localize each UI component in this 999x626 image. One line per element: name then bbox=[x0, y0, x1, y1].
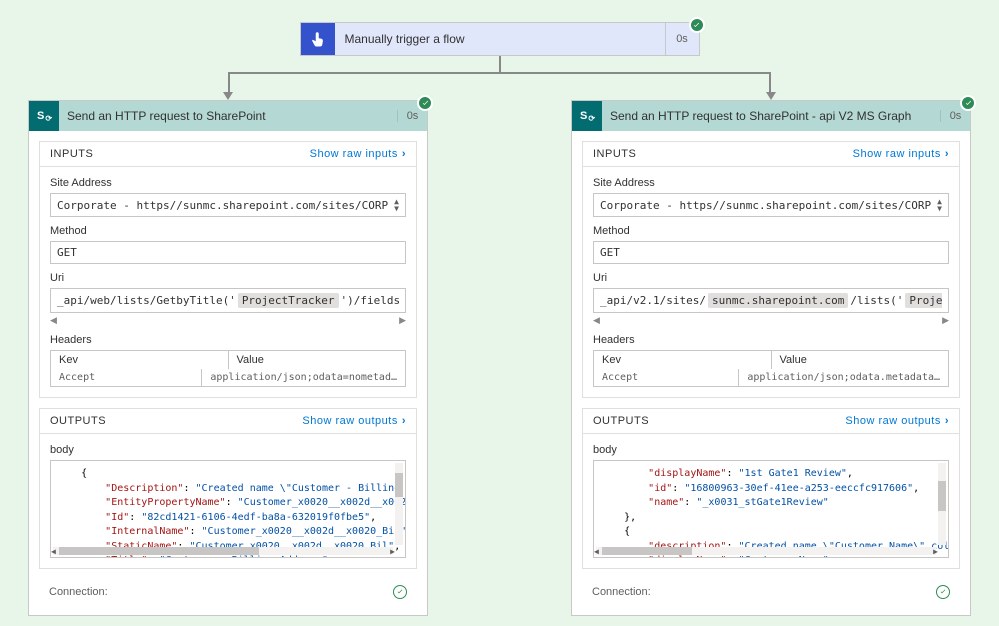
headers-value-row: Accept application/json;odata=nometad… bbox=[50, 369, 406, 387]
method-label: Method bbox=[593, 225, 949, 237]
touch-icon bbox=[301, 23, 335, 55]
json-output[interactable]: "displayName": "1st Gate1 Review", "id":… bbox=[593, 460, 949, 558]
sharepoint-icon: S⟳ bbox=[572, 101, 602, 131]
card-duration: 0s bbox=[397, 110, 427, 122]
dynamic-content-pill[interactable]: ProjectTracker bbox=[905, 293, 942, 308]
show-raw-inputs-link[interactable]: Show raw inputs › bbox=[853, 148, 949, 160]
card-duration: 0s bbox=[940, 110, 970, 122]
method-field[interactable]: GET bbox=[593, 241, 949, 264]
inputs-panel: INPUTS Show raw inputs › Site Address Co… bbox=[582, 141, 960, 398]
kv-key: Accept bbox=[51, 369, 202, 386]
stepper-icon[interactable]: ▲▼ bbox=[394, 198, 399, 212]
connection-label: Connection: bbox=[592, 586, 651, 598]
uri-field[interactable]: _api/v2.1/sites/sunmc.sharepoint.com/lis… bbox=[593, 288, 949, 313]
scroll-left-icon[interactable]: ◀ bbox=[50, 315, 57, 326]
show-raw-inputs-link[interactable]: Show raw inputs › bbox=[310, 148, 406, 160]
body-label: body bbox=[50, 444, 406, 456]
outputs-panel: OUTPUTS Show raw outputs › body "display… bbox=[582, 408, 960, 569]
sharepoint-icon: S⟳ bbox=[29, 101, 59, 131]
headers-header-row: Kev Value bbox=[50, 350, 406, 369]
card-header[interactable]: S⟳ Send an HTTP request to SharePoint - … bbox=[572, 101, 970, 131]
outputs-label: OUTPUTS bbox=[593, 415, 649, 427]
method-field[interactable]: GET bbox=[50, 241, 406, 264]
headers-label: Headers bbox=[593, 334, 949, 346]
connection-row: Connection: bbox=[39, 579, 417, 605]
kv-key: Accept bbox=[594, 369, 739, 386]
json-output[interactable]: { "Description": "Created name \"Custome… bbox=[50, 460, 406, 558]
card-header[interactable]: S⟳ Send an HTTP request to SharePoint 0s bbox=[29, 101, 427, 131]
site-address-field[interactable]: Corporate - https//sunmc.sharepoint.com/… bbox=[593, 193, 949, 217]
vertical-scrollbar[interactable] bbox=[395, 463, 403, 545]
success-icon bbox=[960, 95, 976, 111]
site-address-label: Site Address bbox=[593, 177, 949, 189]
chevron-right-icon: › bbox=[402, 415, 406, 427]
outputs-label: OUTPUTS bbox=[50, 415, 106, 427]
uri-label: Uri bbox=[50, 272, 406, 284]
connector-line bbox=[228, 72, 230, 94]
kv-value-header: Value bbox=[772, 351, 949, 369]
kv-value: application/json;odata.metadata… bbox=[739, 369, 948, 386]
kv-value: application/json;odata=nometad… bbox=[202, 369, 405, 386]
arrow-icon bbox=[223, 92, 233, 100]
headers-header-row: Kev Value bbox=[593, 350, 949, 369]
trigger-card[interactable]: Manually trigger a flow 0s bbox=[300, 22, 700, 56]
show-raw-outputs-link[interactable]: Show raw outputs › bbox=[302, 415, 406, 427]
kv-key-header: Kev bbox=[594, 351, 772, 369]
connection-ok-icon bbox=[393, 585, 407, 599]
headers-label: Headers bbox=[50, 334, 406, 346]
kv-value-header: Value bbox=[229, 351, 406, 369]
scroll-right-icon[interactable]: ▶ bbox=[942, 315, 949, 326]
uri-field[interactable]: _api/web/lists/GetbyTitle('ProjectTracke… bbox=[50, 288, 406, 313]
dynamic-content-pill[interactable]: ProjectTracker bbox=[238, 293, 339, 308]
stepper-icon[interactable]: ▲▼ bbox=[937, 198, 942, 212]
connector-line bbox=[769, 72, 771, 94]
success-icon bbox=[417, 95, 433, 111]
connection-ok-icon bbox=[936, 585, 950, 599]
chevron-right-icon: › bbox=[945, 415, 949, 427]
card-title: Send an HTTP request to SharePoint bbox=[59, 109, 397, 123]
arrow-icon bbox=[766, 92, 776, 100]
connector-line bbox=[228, 72, 771, 74]
scroll-right-icon[interactable]: ▶ bbox=[399, 315, 406, 326]
trigger-title: Manually trigger a flow bbox=[335, 23, 665, 55]
action-card: S⟳ Send an HTTP request to SharePoint 0s… bbox=[28, 100, 428, 616]
inputs-label: INPUTS bbox=[50, 148, 93, 160]
inputs-panel: INPUTS Show raw inputs › Site Address Co… bbox=[39, 141, 417, 398]
chevron-right-icon: › bbox=[945, 148, 949, 160]
site-address-label: Site Address bbox=[50, 177, 406, 189]
inputs-label: INPUTS bbox=[593, 148, 636, 160]
chevron-right-icon: › bbox=[402, 148, 406, 160]
horizontal-scrollbar[interactable]: ◀▶ bbox=[53, 547, 393, 555]
site-address-field[interactable]: Corporate - https//sunmc.sharepoint.com/… bbox=[50, 193, 406, 217]
dynamic-content-pill[interactable]: sunmc.sharepoint.com bbox=[708, 293, 848, 308]
vertical-scrollbar[interactable] bbox=[938, 463, 946, 545]
success-icon bbox=[689, 17, 705, 33]
headers-value-row: Accept application/json;odata.metadata… bbox=[593, 369, 949, 387]
action-card: S⟳ Send an HTTP request to SharePoint - … bbox=[571, 100, 971, 616]
scroll-left-icon[interactable]: ◀ bbox=[593, 315, 600, 326]
body-label: body bbox=[593, 444, 949, 456]
method-label: Method bbox=[50, 225, 406, 237]
show-raw-outputs-link[interactable]: Show raw outputs › bbox=[845, 415, 949, 427]
card-title: Send an HTTP request to SharePoint - api… bbox=[602, 109, 940, 123]
connector-line bbox=[499, 56, 501, 72]
uri-label: Uri bbox=[593, 272, 949, 284]
outputs-panel: OUTPUTS Show raw outputs › body { "Descr… bbox=[39, 408, 417, 569]
kv-key-header: Kev bbox=[51, 351, 229, 369]
connection-label: Connection: bbox=[49, 586, 108, 598]
connection-row: Connection: bbox=[582, 579, 960, 605]
horizontal-scrollbar[interactable]: ◀▶ bbox=[596, 547, 936, 555]
